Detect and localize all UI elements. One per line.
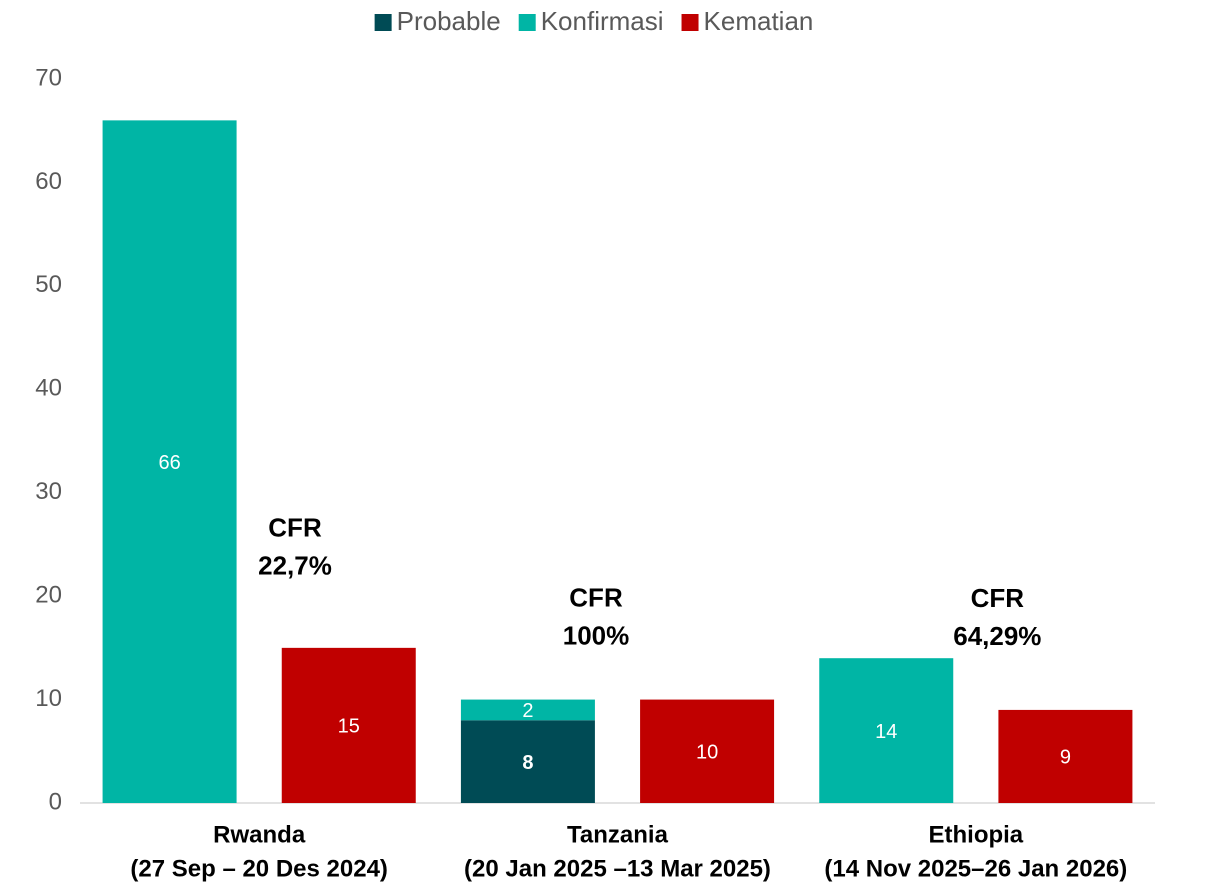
legend-swatch	[681, 14, 699, 31]
cfr-annotation: CFR	[569, 582, 623, 612]
legend-label: Probable	[397, 6, 501, 36]
data-label: 15	[338, 716, 360, 738]
data-label: 9	[1060, 747, 1071, 769]
cfr-annotation: 64,29%	[953, 621, 1041, 651]
y-tick-label: 40	[35, 375, 62, 402]
cfr-annotation: CFR	[268, 513, 322, 543]
y-tick-label: 0	[49, 788, 62, 815]
x-tick-label: Tanzania	[567, 821, 669, 848]
x-tick-label: Rwanda	[213, 821, 306, 848]
y-tick-label: 20	[35, 581, 62, 608]
x-tick-label: (14 Nov 2025–26 Jan 2026)	[824, 855, 1127, 882]
x-tick-label: (27 Sep – 20 Des 2024)	[130, 855, 388, 882]
y-tick-label: 70	[35, 64, 62, 91]
data-label: 66	[158, 452, 180, 474]
y-tick-label: 30	[35, 478, 62, 505]
bar	[819, 658, 954, 803]
bar	[640, 699, 775, 803]
y-tick-label: 50	[35, 271, 62, 298]
x-tick-label: (20 Jan 2025 –13 Mar 2025)	[464, 855, 771, 882]
cfr-annotation: CFR	[971, 583, 1025, 613]
bar	[998, 709, 1133, 803]
legend-swatch	[518, 14, 536, 31]
legend-label: Konfirmasi	[541, 6, 664, 36]
cfr-annotation: 100%	[563, 620, 630, 650]
data-label: 2	[522, 700, 533, 722]
bar	[460, 699, 595, 721]
data-label: 10	[696, 742, 718, 764]
legend-label: Kematian	[704, 6, 814, 36]
data-label: 8	[522, 752, 533, 774]
bar	[102, 120, 237, 803]
data-label: 14	[875, 721, 897, 743]
y-tick-label: 10	[35, 685, 62, 712]
bar	[281, 647, 416, 803]
legend-swatch	[374, 14, 392, 31]
y-tick-label: 60	[35, 168, 62, 195]
bar	[460, 720, 595, 803]
cfr-annotation: 22,7%	[258, 551, 332, 581]
x-tick-label: Ethiopia	[928, 821, 1023, 848]
